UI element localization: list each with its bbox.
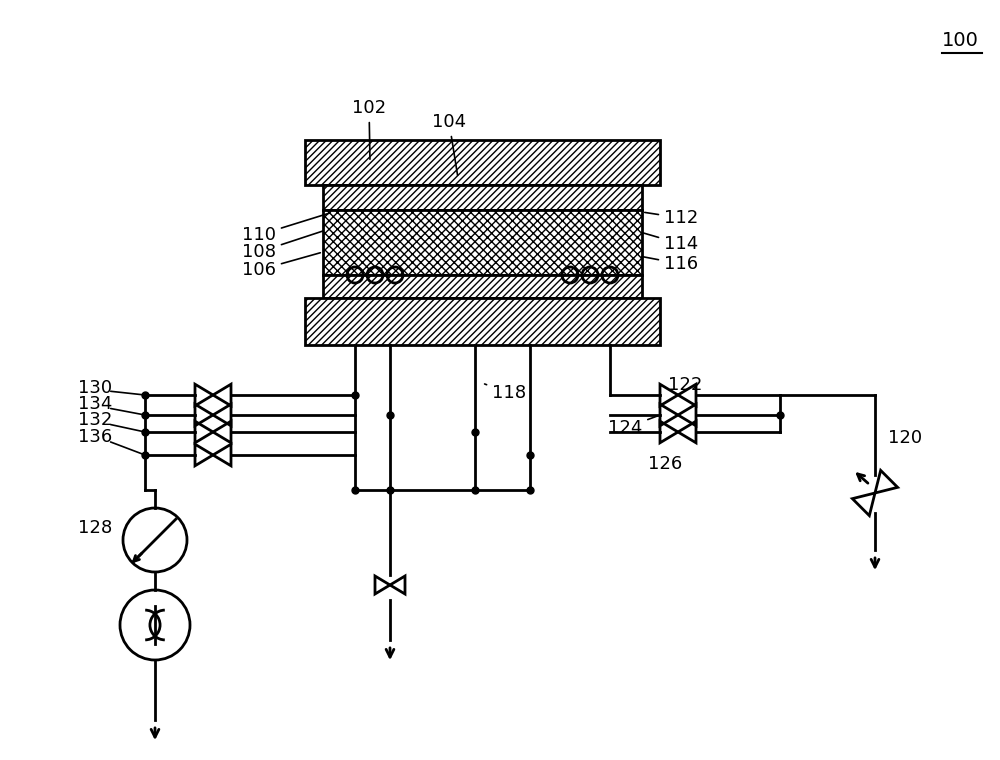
Bar (323, 275, 642, 298)
Text: 130: 130 (78, 379, 112, 397)
Text: 126: 126 (648, 455, 682, 473)
Text: 136: 136 (78, 428, 112, 446)
Text: 120: 120 (888, 429, 922, 447)
Text: 104: 104 (432, 113, 466, 176)
Text: 108: 108 (242, 231, 323, 261)
Text: 122: 122 (668, 376, 702, 394)
Text: 134: 134 (78, 395, 112, 413)
Text: 112: 112 (645, 209, 698, 227)
Bar (323, 185, 642, 210)
Text: 116: 116 (642, 255, 698, 273)
Text: 118: 118 (485, 384, 526, 402)
Text: 102: 102 (352, 99, 386, 160)
Text: 100: 100 (942, 30, 979, 49)
Bar (323, 210, 642, 275)
Text: 114: 114 (643, 233, 698, 253)
Bar (305, 140, 660, 185)
Text: 110: 110 (242, 213, 330, 244)
Text: 132: 132 (78, 411, 112, 429)
Text: 128: 128 (78, 519, 112, 537)
Text: 124: 124 (608, 416, 657, 437)
Bar (305, 298, 660, 345)
Text: 106: 106 (242, 253, 320, 279)
